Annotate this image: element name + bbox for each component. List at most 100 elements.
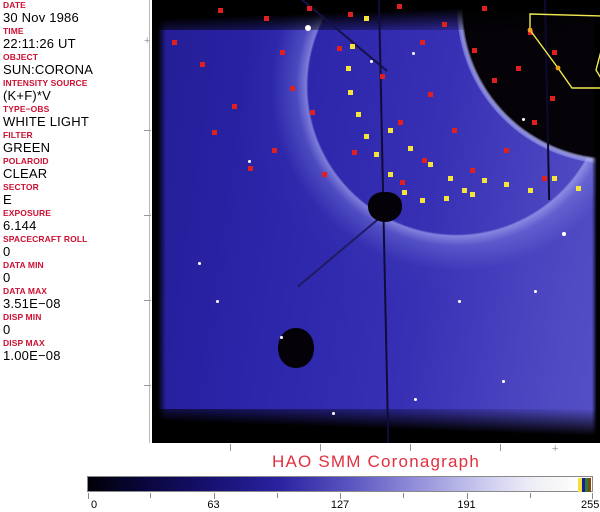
star-point — [248, 160, 251, 163]
colorbar-minor-tick — [150, 493, 152, 498]
metadata-label: DISP MAX — [3, 338, 45, 348]
star-marker-red — [352, 150, 357, 155]
star-marker-yellow — [428, 162, 433, 167]
colorbar-tick-label: 127 — [330, 499, 350, 511]
star-marker-red — [442, 22, 447, 27]
metadata-value: 30 Nov 1986 — [3, 10, 79, 25]
metadata-field: TYPE−OBS WHITE LIGHT — [0, 104, 150, 129]
star-marker-yellow — [346, 66, 351, 71]
star-marker-red — [348, 12, 353, 17]
star-marker-red — [532, 120, 537, 125]
star-marker-red — [482, 6, 487, 11]
colorbar-gradient — [87, 476, 593, 492]
star-point — [534, 290, 538, 294]
metadata-value: (K+F)*V — [3, 88, 51, 103]
axis-tick-left — [144, 130, 151, 131]
axis-tick-left — [144, 300, 151, 301]
metadata-field: SECTOR E — [0, 182, 150, 207]
metadata-value: 0 — [3, 270, 11, 285]
dark-spot-blob — [278, 328, 314, 368]
colorbar-minor-tick — [403, 493, 405, 498]
star-marker-red — [492, 78, 497, 83]
axis-tick-left — [144, 385, 151, 386]
metadata-field: TIME 22:11:26 UT — [0, 26, 150, 51]
colorbar-tick — [340, 493, 341, 499]
star-marker-yellow — [482, 178, 487, 183]
top-vignette — [152, 0, 600, 30]
star-point — [502, 380, 505, 383]
metadata-label: DISP MIN — [3, 312, 42, 322]
star-marker-yellow — [448, 176, 453, 181]
star-marker-yellow — [348, 90, 353, 95]
star-marker-red — [264, 16, 269, 21]
occulter-tip-blob — [368, 192, 402, 222]
star-marker-red — [337, 46, 342, 51]
star-marker-red — [290, 86, 295, 91]
axis-tick-bottom — [410, 444, 411, 451]
colorbar-tick — [592, 493, 593, 499]
colorbar-tick — [466, 493, 468, 499]
right-vignette — [592, 0, 600, 443]
star-marker-red — [552, 50, 557, 55]
star-marker-yellow — [462, 188, 467, 193]
star-point — [332, 412, 335, 415]
star-marker-red — [218, 8, 223, 13]
colorbar[interactable]: 0 63 127 191 255 — [87, 476, 599, 512]
star-marker-red — [472, 48, 477, 53]
colorbar-tick-label: 63 — [207, 499, 220, 511]
axis-tick-left — [144, 215, 151, 216]
colorbar-minor-tick — [276, 493, 278, 498]
coronagraph-image[interactable] — [152, 0, 600, 443]
star-marker-yellow — [388, 172, 393, 177]
metadata-field: POLAROID CLEAR — [0, 156, 150, 181]
metadata-field: DATA MIN 0 — [0, 260, 150, 285]
metadata-field: DISP MAX 1.00E−08 — [0, 338, 150, 363]
metadata-value: 1.00E−08 — [3, 348, 61, 363]
panel-divider — [149, 0, 150, 443]
metadata-value: CLEAR — [3, 166, 48, 181]
metadata-label: DATA MIN — [3, 260, 44, 270]
star-marker-yellow — [420, 198, 425, 203]
star-marker-yellow — [350, 44, 355, 49]
star-point — [412, 52, 415, 55]
star-marker-red — [516, 66, 521, 71]
axis-crosshair-bottom: + — [552, 443, 559, 455]
metadata-label: EXPOSURE — [3, 208, 52, 218]
metadata-label: OBJECT — [3, 52, 39, 62]
star-marker-red — [420, 40, 425, 45]
metadata-label: SPACECRAFT ROLL — [3, 234, 88, 244]
star-point — [414, 398, 417, 401]
bottom-vignette — [152, 409, 600, 443]
page-title: HAO SMM Coronagraph — [272, 452, 480, 471]
star-marker-yellow — [364, 134, 369, 139]
metadata-field: DATE 30 Nov 1986 — [0, 0, 150, 25]
star-marker-red — [172, 40, 177, 45]
star-marker-yellow — [470, 192, 475, 197]
star-marker-red — [550, 96, 555, 101]
metadata-field: INTENSITY SOURCE (K+F)*V — [0, 78, 150, 103]
star-marker-yellow — [552, 176, 557, 181]
metadata-field: DISP MIN 0 — [0, 312, 150, 337]
metadata-label: SECTOR — [3, 182, 39, 192]
metadata-value: 0 — [3, 244, 11, 259]
star-point — [370, 60, 373, 63]
left-vignette — [152, 0, 166, 443]
colorbar-tick — [213, 493, 215, 499]
metadata-value: WHITE LIGHT — [3, 114, 89, 129]
metadata-label: DATE — [3, 0, 26, 10]
star-marker-red — [398, 120, 403, 125]
star-point — [305, 25, 311, 31]
star-marker-yellow — [528, 188, 533, 193]
star-marker-yellow — [388, 128, 393, 133]
star-point — [522, 118, 525, 121]
metadata-label: POLAROID — [3, 156, 49, 166]
star-marker-red — [322, 172, 327, 177]
star-marker-red — [248, 166, 253, 171]
metadata-value: SUN:CORONA — [3, 62, 94, 77]
colorbar-tick-label: 255 — [581, 499, 600, 511]
star-marker-red — [380, 74, 385, 79]
star-marker-yellow — [504, 182, 509, 187]
star-marker-red — [310, 110, 315, 115]
metadata-value: 3.51E−08 — [3, 296, 61, 311]
